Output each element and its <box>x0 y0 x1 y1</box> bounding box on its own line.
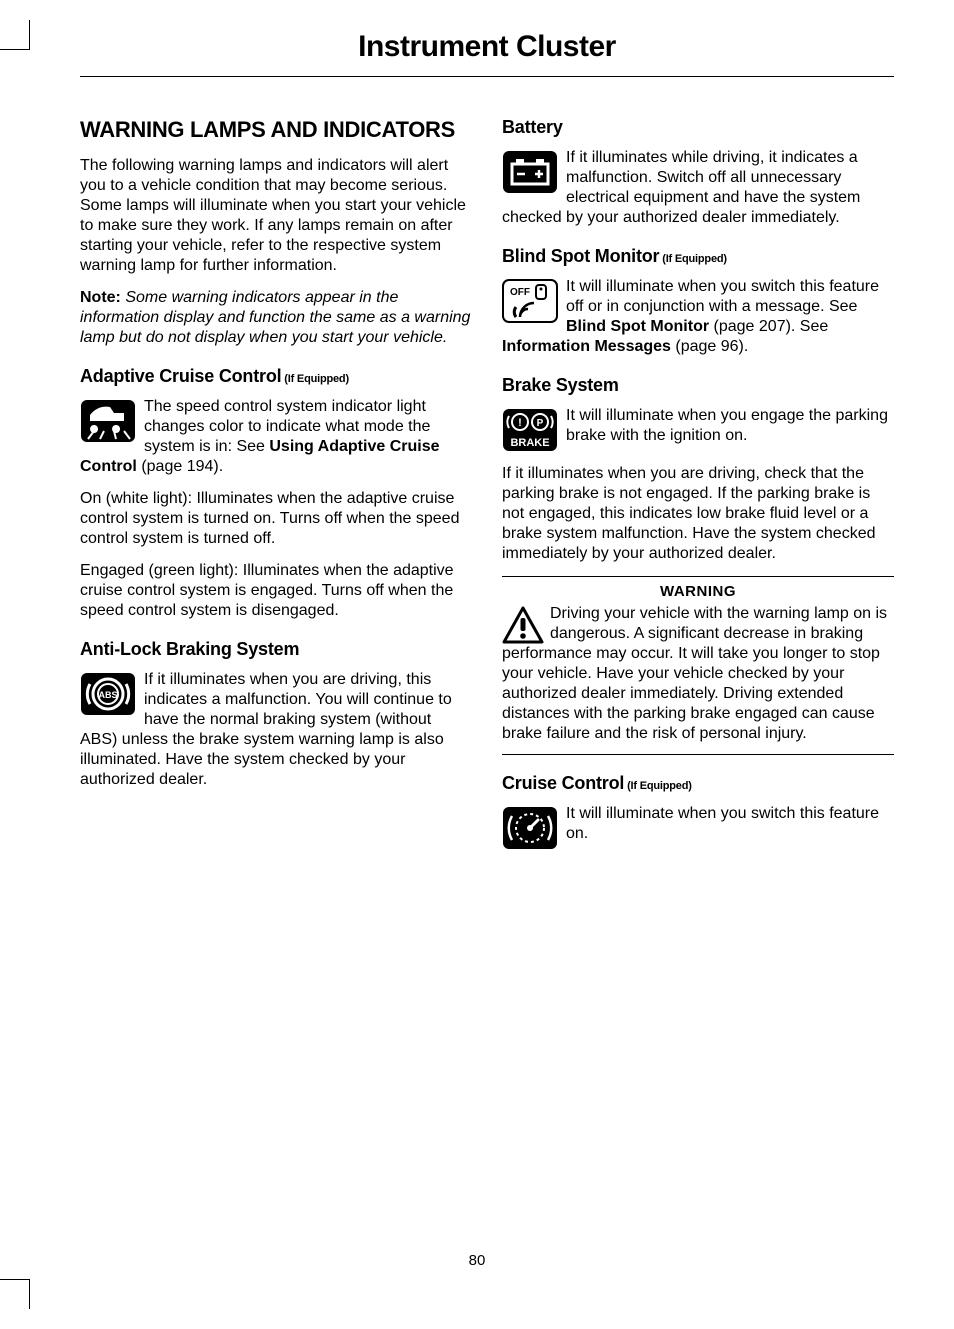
body-text: The following warning lamps and indicato… <box>80 156 472 276</box>
subsection-title: Cruise Control <box>502 773 624 793</box>
battery-icon <box>502 150 558 194</box>
text: It will illuminate when you engage the p… <box>566 407 888 444</box>
brake-icon: ! P BRAKE <box>502 408 558 452</box>
svg-text:ABS: ABS <box>98 690 117 700</box>
subsection-heading: Anti-Lock Braking System <box>80 639 472 660</box>
svg-text:P: P <box>537 418 544 429</box>
blind-spot-icon: OFF <box>502 279 558 323</box>
page-title: Instrument Cluster <box>80 30 894 77</box>
body-text: If it illuminates when you are driving, … <box>502 464 894 564</box>
equip-suffix: (If Equipped) <box>281 373 348 385</box>
svg-text:OFF: OFF <box>510 287 530 298</box>
subsection-heading: Adaptive Cruise Control (If Equipped) <box>80 366 472 387</box>
subsection-title: Blind Spot Monitor <box>502 246 659 266</box>
text: (page 96). <box>671 338 748 355</box>
crop-mark <box>0 1279 30 1309</box>
crop-mark <box>0 20 30 50</box>
note-label: Note: <box>80 289 121 306</box>
body-text: ABS If it illuminates when you are drivi… <box>80 670 472 790</box>
body-text: It will illuminate when you switch this … <box>502 804 894 850</box>
subsection-heading: Blind Spot Monitor (If Equipped) <box>502 246 894 267</box>
equip-suffix: (If Equipped) <box>624 780 691 792</box>
body-text: ! P BRAKE It will illuminate when you enga… <box>502 406 894 452</box>
abs-icon: ABS <box>80 672 136 716</box>
link-ref: Blind Spot Monitor <box>566 318 709 335</box>
svg-text:!: ! <box>518 417 522 429</box>
subsection-heading: Brake System <box>502 375 894 396</box>
content-columns: WARNING LAMPS AND INDICATORS The followi… <box>80 117 894 862</box>
text: (page 194). <box>137 458 223 475</box>
adaptive-cruise-icon <box>80 399 136 443</box>
equip-suffix: (If Equipped) <box>659 253 726 265</box>
subsection-heading: Cruise Control (If Equipped) <box>502 773 894 794</box>
link-ref: Information Messages <box>502 338 671 355</box>
note-text: Note: Some warning indicators appear in … <box>80 288 472 348</box>
warning-triangle-icon <box>502 606 544 644</box>
cruise-control-icon <box>502 806 558 850</box>
text: It will illuminate when you switch this … <box>566 278 879 315</box>
text: It will illuminate when you switch this … <box>566 805 879 842</box>
left-column: WARNING LAMPS AND INDICATORS The followi… <box>80 117 472 862</box>
right-column: Battery If it illuminates while driving,… <box>502 117 894 862</box>
body-text: The speed control system indicator light… <box>80 397 472 477</box>
warning-heading: WARNING <box>502 576 894 600</box>
text: Driving your vehicle with the warning la… <box>502 605 887 742</box>
subsection-heading: Battery <box>502 117 894 138</box>
body-text: OFF It will illuminate when you switch t… <box>502 277 894 357</box>
note-body: Some warning indicators appear in the in… <box>80 289 470 346</box>
body-text: On (white light): Illuminates when the a… <box>80 489 472 549</box>
page-number: 80 <box>0 1252 954 1269</box>
subsection-title: Adaptive Cruise Control <box>80 366 281 386</box>
warning-text: Driving your vehicle with the warning la… <box>502 604 894 755</box>
body-text: Engaged (green light): Illuminates when … <box>80 561 472 621</box>
text: (page 207). See <box>709 318 828 335</box>
body-text: If it illuminates while driving, it indi… <box>502 148 894 228</box>
svg-text:BRAKE: BRAKE <box>510 437 549 449</box>
section-heading: WARNING LAMPS AND INDICATORS <box>80 117 472 142</box>
